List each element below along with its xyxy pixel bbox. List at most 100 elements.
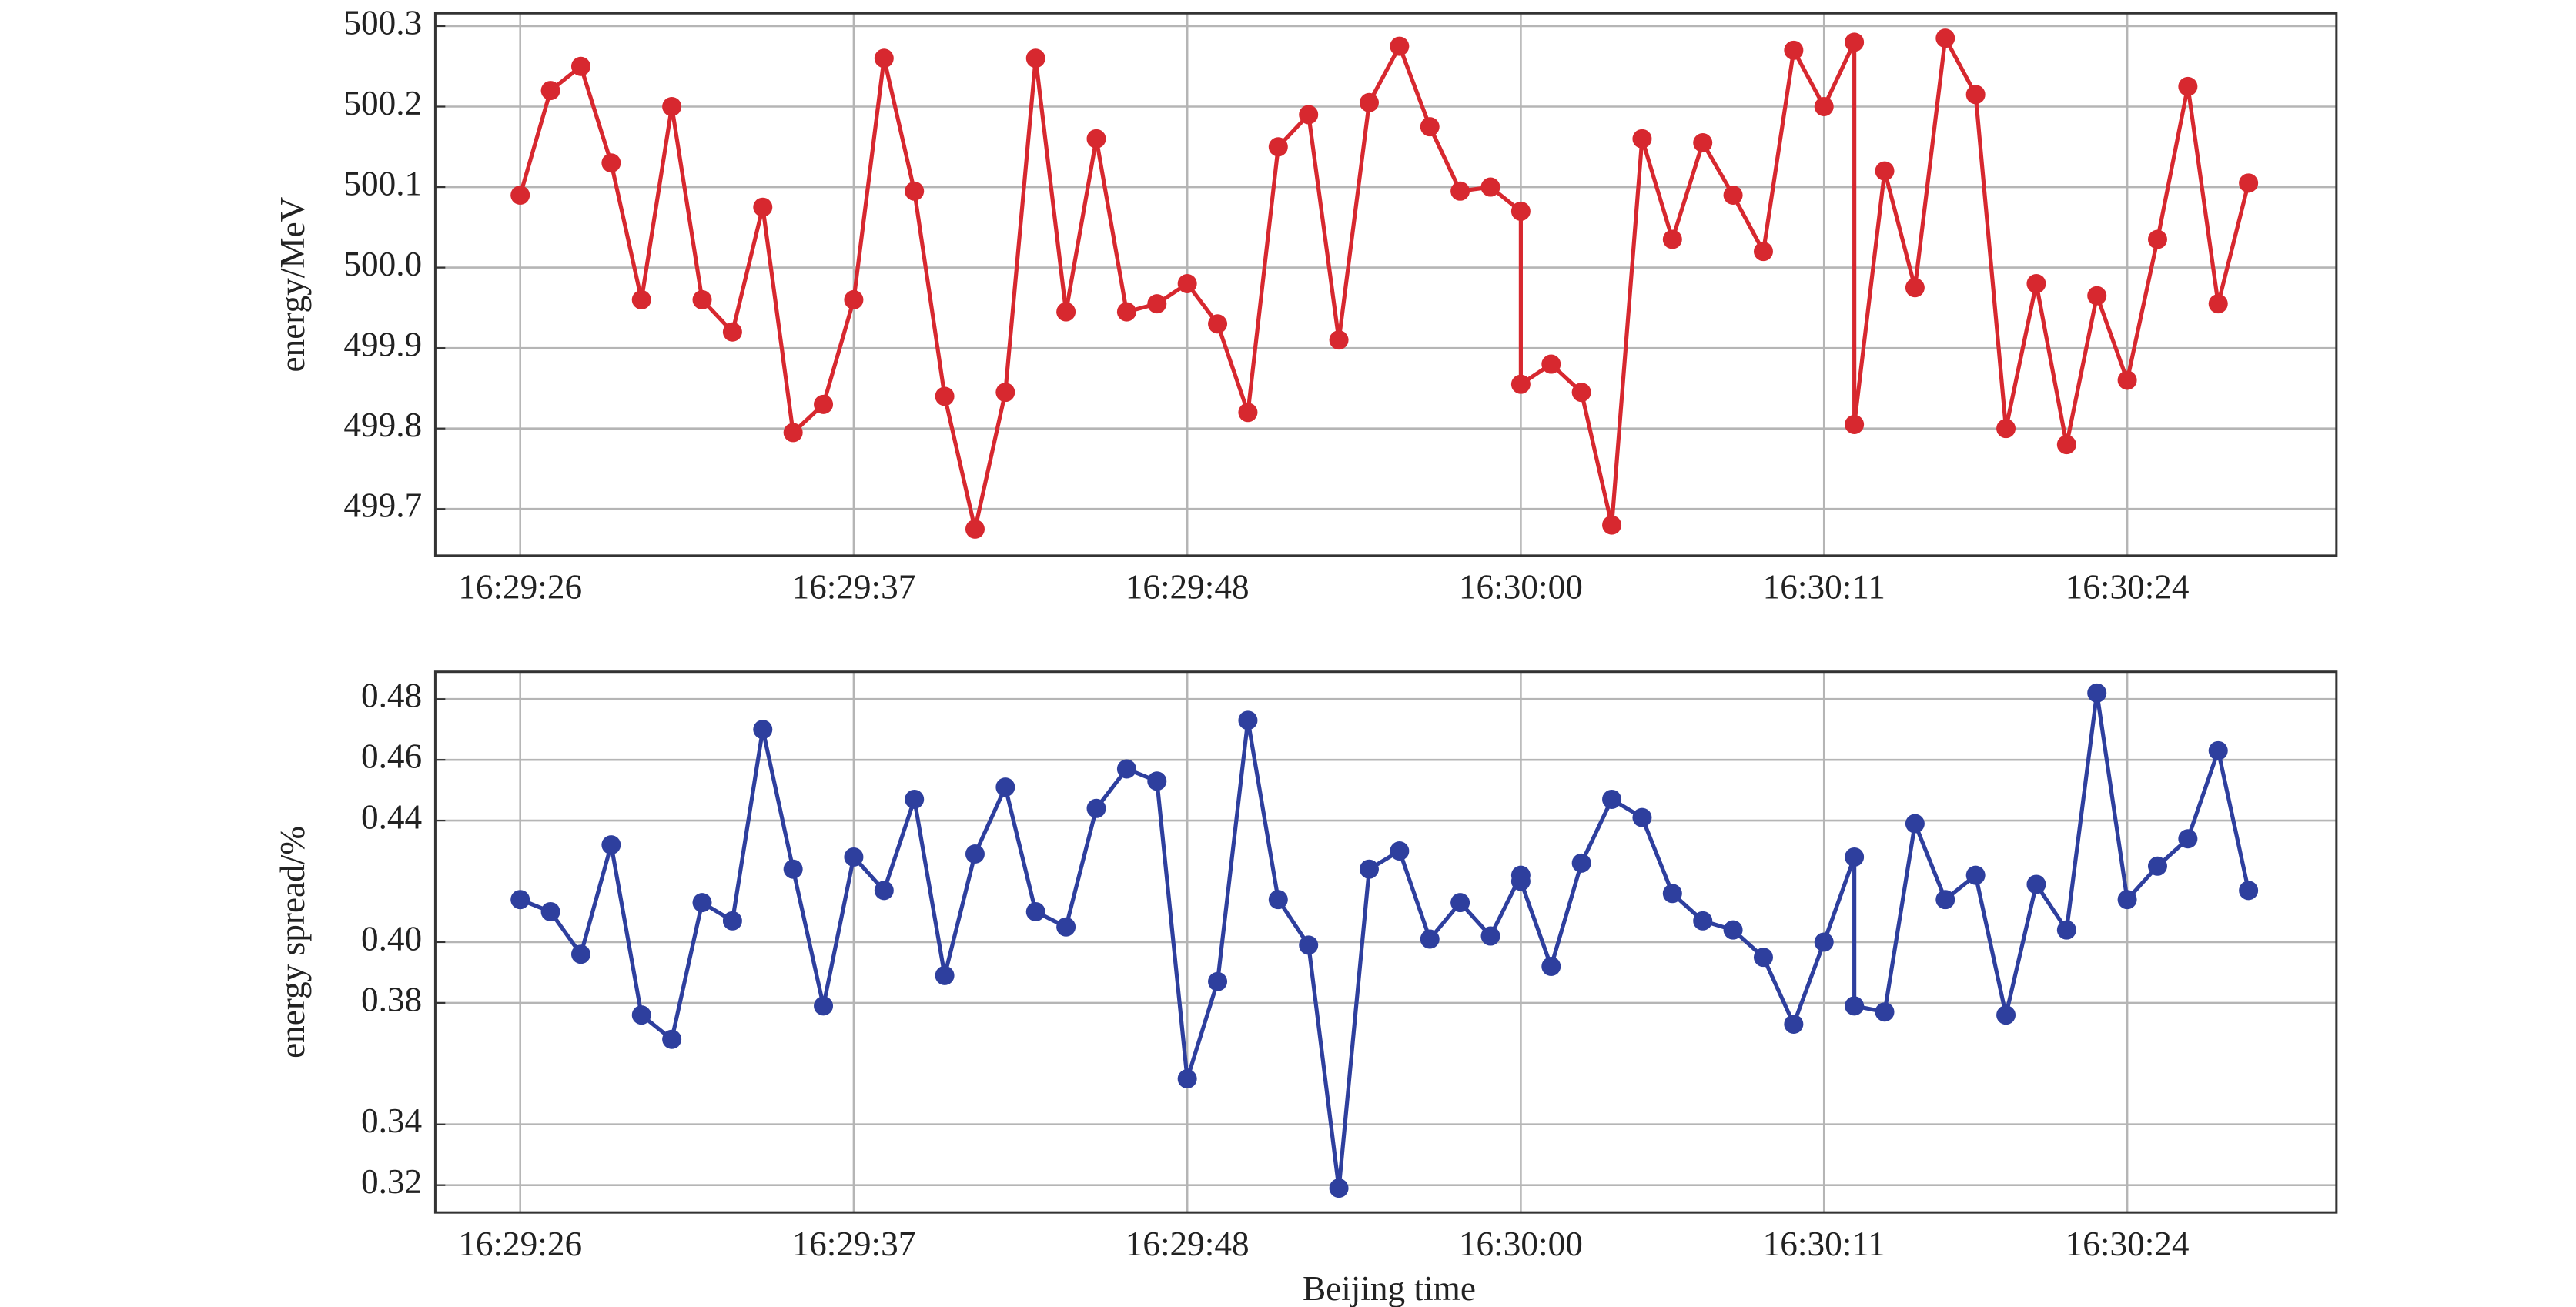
data-point — [1450, 893, 1470, 913]
x-tick-label: 16:30:24 — [2066, 568, 2190, 607]
data-point — [2056, 920, 2076, 940]
data-point — [1541, 957, 1561, 977]
y-tick-label: 499.8 — [343, 406, 422, 444]
data-point — [2056, 435, 2076, 455]
data-point — [1116, 302, 1136, 322]
data-point — [2208, 740, 2228, 760]
y-tick-label: 500.0 — [343, 245, 422, 283]
x-tick-label: 16:29:37 — [791, 568, 915, 607]
data-point — [1662, 229, 1682, 249]
x-tick-label: 16:29:26 — [458, 1225, 582, 1263]
data-point — [1693, 133, 1713, 153]
data-point — [1086, 798, 1106, 818]
x-tick-label: 16:30:00 — [1459, 1225, 1583, 1263]
data-point — [1329, 330, 1349, 350]
data-point — [1420, 929, 1440, 949]
data-point — [1238, 403, 1258, 423]
data-point — [2178, 76, 2198, 96]
data-point — [1359, 859, 1379, 879]
data-point — [510, 890, 530, 910]
y-axis-label: energy/MeV — [273, 196, 312, 372]
data-point — [844, 847, 864, 867]
data-point — [1814, 97, 1834, 117]
data-point — [1025, 901, 1045, 921]
data-point — [935, 965, 955, 985]
data-point — [540, 81, 560, 101]
data-point — [1571, 853, 1591, 873]
data-point — [753, 197, 773, 217]
y-tick-label: 500.3 — [343, 3, 422, 42]
data-point — [1723, 186, 1743, 206]
data-point — [1390, 841, 1410, 861]
plot-frame — [433, 670, 2338, 1214]
data-point — [1420, 117, 1440, 137]
data-point — [1784, 1014, 1804, 1034]
data-point — [1784, 40, 1804, 60]
data-point — [2087, 683, 2107, 703]
data-point — [2117, 370, 2137, 390]
data-point — [1177, 274, 1197, 294]
data-point — [1845, 32, 1865, 52]
data-point — [570, 56, 590, 76]
x-tick-label: 16:29:48 — [1126, 568, 1250, 607]
data-point — [2239, 881, 2259, 901]
data-point — [2087, 286, 2107, 306]
data-point — [1238, 710, 1258, 730]
data-point — [965, 519, 985, 539]
y-tick-label: 0.40 — [361, 919, 422, 958]
data-point — [1299, 935, 1319, 955]
data-point — [1996, 1005, 2016, 1025]
data-point — [1602, 515, 1622, 535]
data-line — [519, 692, 2251, 1188]
y-tick-label: 500.1 — [343, 164, 422, 202]
data-point — [1208, 971, 1228, 991]
data-point — [510, 186, 530, 206]
data-point — [601, 153, 621, 173]
data-point — [631, 289, 651, 309]
data-point — [1480, 177, 1500, 197]
data-point — [1510, 871, 1531, 891]
data-point — [1086, 129, 1106, 149]
data-point — [905, 181, 925, 201]
data-point — [2208, 294, 2228, 314]
data-point — [1965, 85, 1986, 105]
data-point — [1329, 1178, 1349, 1198]
data-point — [1571, 383, 1591, 403]
data-point — [601, 835, 621, 855]
data-point — [2026, 274, 2046, 294]
data-point — [1632, 129, 1652, 149]
data-point — [935, 386, 955, 406]
y-tick-label: 0.38 — [361, 980, 422, 1018]
data-point — [1147, 771, 1167, 791]
data-point — [1510, 374, 1531, 394]
y-tick-label: 0.46 — [361, 737, 422, 776]
data-point — [1845, 847, 1865, 867]
data-point — [995, 383, 1015, 403]
plot-frame — [433, 12, 2338, 557]
data-point — [1116, 759, 1136, 779]
data-point — [905, 789, 925, 809]
x-tick-label: 16:30:11 — [1763, 568, 1885, 607]
data-point — [692, 289, 712, 309]
x-tick-label: 16:29:26 — [458, 568, 582, 607]
data-point — [1268, 137, 1288, 157]
y-tick-label: 0.48 — [361, 677, 422, 715]
data-point — [2147, 856, 2167, 876]
data-point — [662, 97, 682, 117]
data-point — [1450, 181, 1470, 201]
data-line — [518, 32, 2251, 530]
data-point — [844, 289, 864, 309]
data-point — [1965, 865, 1986, 885]
data-point — [1056, 302, 1076, 322]
x-tick-label: 16:30:11 — [1763, 1225, 1885, 1263]
data-point — [540, 901, 560, 921]
data-point — [662, 1029, 682, 1049]
y-tick-label: 0.34 — [361, 1101, 422, 1140]
data-point — [1177, 1069, 1197, 1089]
data-point — [1359, 92, 1379, 112]
data-point — [2117, 890, 2137, 910]
x-tick-label: 16:30:00 — [1459, 568, 1583, 607]
data-point — [1753, 948, 1773, 968]
data-point — [1875, 161, 1895, 181]
